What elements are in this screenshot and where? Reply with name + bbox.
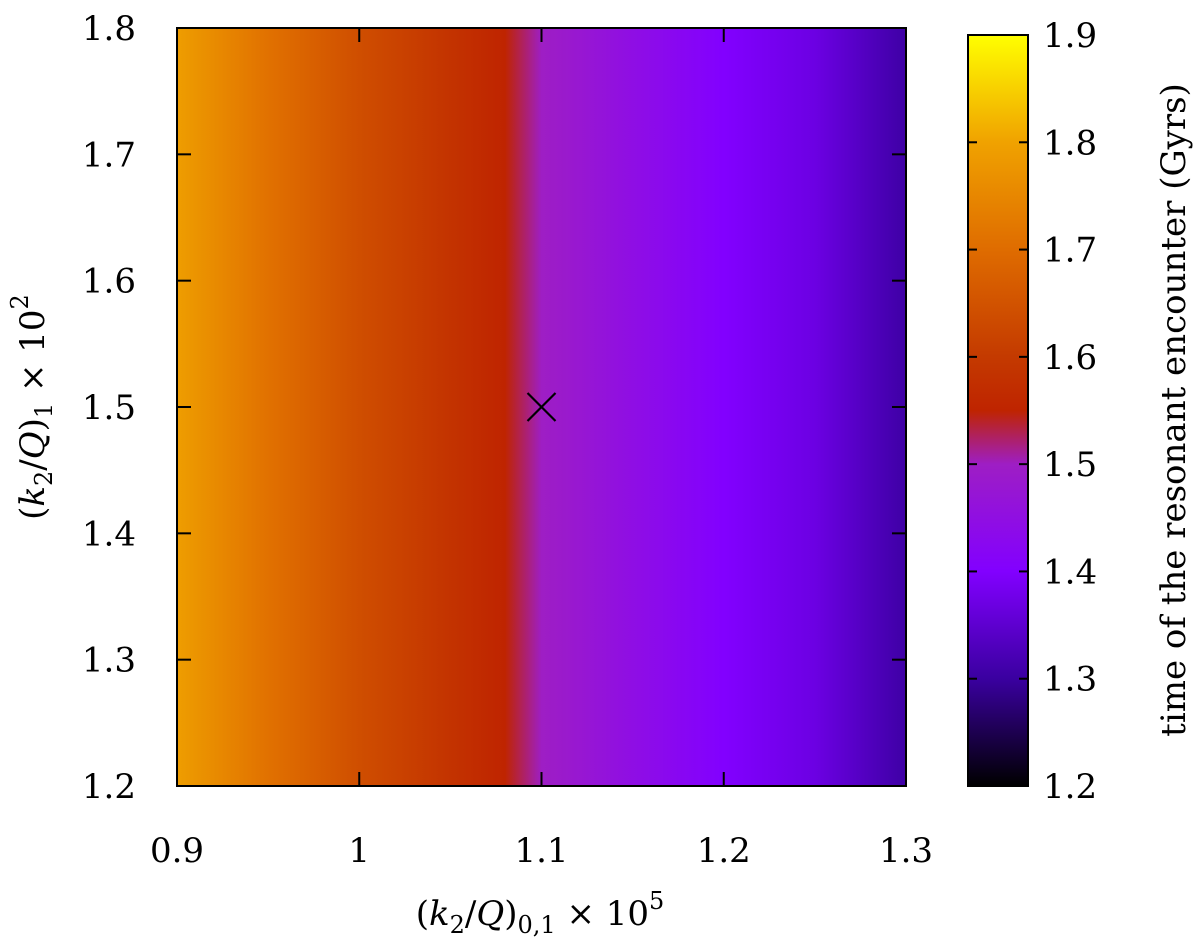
colorbar-axis: 1.2 1.3 1.4 1.5 1.6 1.7 1.8 1.9: [968, 16, 1097, 807]
marker-stroke: [526, 392, 557, 422]
y-tick-label: 1.4: [82, 514, 136, 554]
x-tick-label: 1.2: [697, 831, 751, 871]
y-tick-label: 1.2: [82, 767, 136, 807]
colorbar-tick-label: 1.2: [1043, 767, 1097, 807]
y-tick-label: 1.3: [82, 641, 136, 681]
y-axis-label: (k2/Q)1 × 102: [6, 294, 58, 520]
y-axis: 1.2 1.3 1.4 1.5 1.6 1.7 1.8: [82, 9, 906, 807]
reference-marker: [526, 392, 557, 422]
x-tick-label: 1: [348, 831, 370, 871]
colorbar-tick-label: 1.8: [1043, 123, 1097, 163]
colorbar-tick-label: 1.7: [1043, 231, 1097, 271]
colorbar: [968, 35, 1028, 786]
colorbar-tick-label: 1.6: [1043, 338, 1097, 378]
x-axis-label: (k2/Q)0,1 × 105: [416, 887, 665, 939]
x-tick-label: 1.3: [879, 831, 933, 871]
x-tick-label: 1.1: [514, 831, 568, 871]
x-axis: 0.9 1 1.1 1.2 1.3: [150, 28, 933, 871]
y-tick-label: 1.7: [82, 135, 136, 175]
y-tick-label: 1.5: [82, 388, 136, 428]
colorbar-tick-label: 1.5: [1043, 445, 1097, 485]
colorbar-tick-label: 1.3: [1043, 660, 1097, 700]
colorbar-frame: [967, 34, 1029, 787]
colorbar-tick-label: 1.4: [1043, 552, 1097, 592]
x-tick-label: 0.9: [150, 831, 204, 871]
y-tick-label: 1.8: [82, 9, 136, 49]
colorbar-label: time of the resonant encounter (Gyrs): [1154, 83, 1194, 737]
colorbar-tick-label: 1.9: [1043, 16, 1097, 56]
y-tick-label: 1.6: [82, 262, 136, 302]
